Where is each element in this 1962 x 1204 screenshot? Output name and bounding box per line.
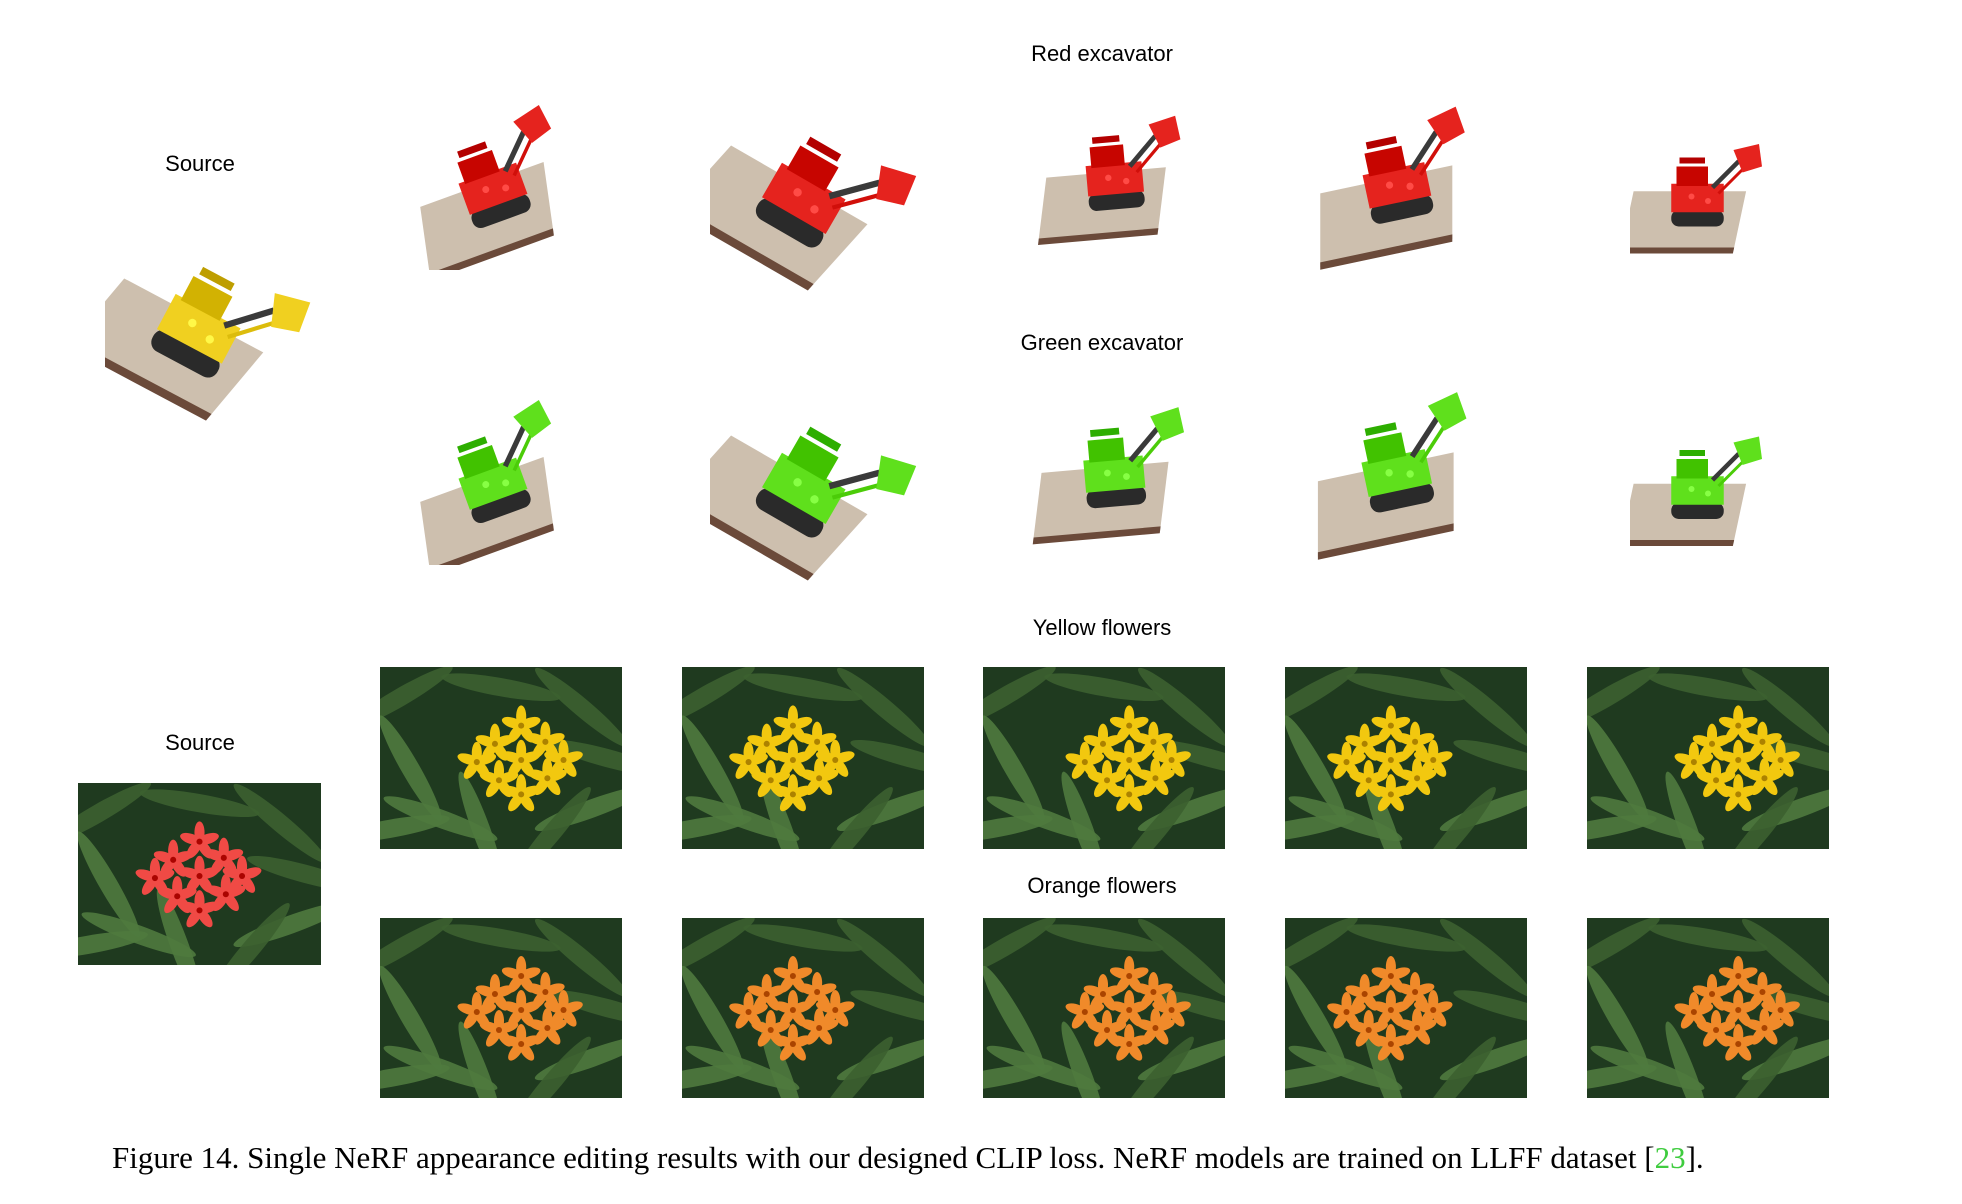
caption-suffix: ]. (1685, 1140, 1704, 1175)
excavator-view-image (1290, 90, 1520, 270)
excavator-view-image (710, 75, 920, 325)
excavator-view-image (1630, 370, 1780, 605)
excavator-view-image (380, 390, 620, 565)
source-flowers-image (78, 783, 321, 965)
excavator-view-image (1630, 80, 1780, 310)
flowers-view-image (380, 667, 622, 849)
row-title-yellow-flowers: Yellow flowers (1032, 615, 1172, 640)
excavator-view-image (1290, 375, 1520, 560)
flowers-view-image (1285, 918, 1527, 1098)
source-label-excavator: Source (165, 151, 235, 176)
flowers-view-image (682, 667, 924, 849)
flowers-view-image (1285, 667, 1527, 849)
flowers-view-image (983, 667, 1225, 849)
flowers-view-image (380, 918, 622, 1098)
row-title-red-excavator: Red excavator (1031, 41, 1173, 66)
source-label-flowers: Source (165, 730, 235, 755)
flowers-view-image (1587, 918, 1829, 1098)
excavator-view-image (1030, 385, 1215, 555)
excavator-view-image (710, 365, 920, 615)
flowers-view-image (983, 918, 1225, 1098)
excavator-view-image (1030, 95, 1215, 255)
flowers-view-image (1587, 667, 1829, 849)
excavator-view-image (380, 95, 620, 270)
citation-link[interactable]: 23 (1654, 1140, 1686, 1175)
row-title-orange-flowers: Orange flowers (1027, 873, 1177, 898)
source-excavator-image (105, 205, 315, 455)
figure-caption: Figure 14. Single NeRF appearance editin… (112, 1140, 1704, 1176)
flowers-view-image (682, 918, 924, 1098)
row-title-green-excavator: Green excavator (1020, 330, 1184, 355)
caption-text: Figure 14. Single NeRF appearance editin… (112, 1140, 1655, 1175)
